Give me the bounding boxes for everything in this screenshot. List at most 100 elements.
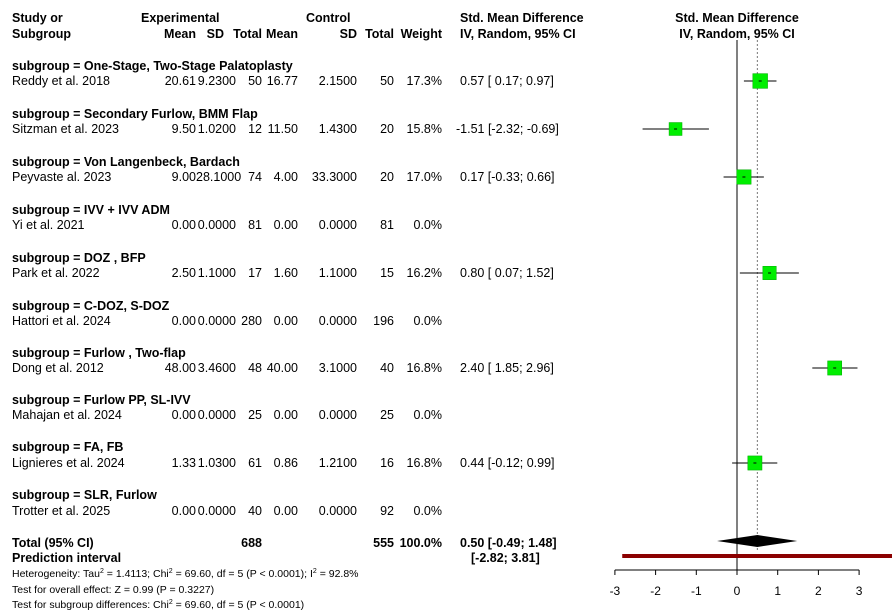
e-mean: 0.00 [171, 314, 196, 328]
header-study-line2: Subgroup [12, 27, 72, 41]
overall-effect-text: Test for overall effect: Z = 0.99 (P = 0… [12, 584, 215, 596]
weight: 17.3% [406, 74, 442, 88]
study-name: Dong et al. 2012 [12, 361, 104, 375]
subgroup-title: subgroup = DOZ , BFP [12, 251, 146, 265]
c-total: 92 [380, 504, 394, 518]
header-e-sd: SD [206, 27, 224, 41]
x-tick-label: 3 [856, 584, 863, 598]
subgroup-title: subgroup = SLR, Furlow [12, 488, 157, 502]
ci-text: 0.57 [ 0.17; 0.97] [460, 74, 554, 88]
weight: 16.8% [406, 361, 442, 375]
c-mean: 11.50 [267, 122, 298, 136]
header-e-mean: Mean [164, 27, 196, 41]
header-e-total: Total [233, 27, 262, 41]
e-sd: 9.2300 [197, 74, 236, 88]
e-total: 81 [248, 218, 262, 232]
weight: 0.0% [413, 314, 443, 328]
e-sd: 3.4600 [197, 361, 236, 375]
header-plot-title: Std. Mean Difference [675, 11, 799, 25]
study-name: Hattori et al. 2024 [12, 314, 111, 328]
e-sd: 0.0000 [197, 314, 236, 328]
weight: 16.8% [406, 456, 442, 470]
header-weight: Weight [400, 27, 442, 41]
c-total: 50 [380, 74, 394, 88]
e-sd: 0.0000 [197, 408, 236, 422]
e-mean: 9.00 [171, 170, 196, 184]
header-experimental: Experimental [141, 11, 220, 25]
header-smd-sub: IV, Random, 95% CI [460, 27, 576, 41]
c-total: 25 [380, 408, 394, 422]
c-mean: 40.00 [266, 361, 298, 375]
weight: 0.0% [413, 408, 443, 422]
header-study-line1: Study or [12, 11, 63, 25]
c-sd: 1.1000 [318, 266, 357, 280]
c-sd: 3.1000 [318, 361, 357, 375]
e-mean: 48.00 [164, 361, 196, 375]
ci-text: 2.40 [ 1.85; 2.96] [460, 361, 554, 375]
subgroup-title: subgroup = Von Langenbeck, Bardach [12, 155, 240, 169]
c-total: 81 [380, 218, 394, 232]
subgroup-title: subgroup = Furlow PP, SL-IVV [12, 393, 191, 407]
subgroup-title: subgroup = Furlow , Two-flap [12, 346, 186, 360]
e-total: 12 [248, 122, 262, 136]
e-sd: 1.1000 [197, 266, 236, 280]
c-mean: 16.77 [266, 74, 298, 88]
header-c-mean: Mean [266, 27, 298, 41]
c-mean: 0.00 [273, 408, 298, 422]
c-total: 20 [380, 170, 394, 184]
c-total: 15 [380, 266, 394, 280]
e-sd: 28.1000 [196, 170, 242, 184]
total-label: Total (95% CI) [12, 536, 94, 550]
heterogeneity-text: Heterogeneity: Tau2 = 1.4113; Chi2 = 69.… [12, 568, 359, 580]
total-e-total: 688 [241, 536, 262, 550]
weight: 16.2% [406, 266, 442, 280]
study-name: Park et al. 2022 [12, 266, 100, 280]
x-tick-label: 0 [734, 584, 741, 598]
c-sd: 1.2100 [318, 456, 357, 470]
weight: 0.0% [413, 504, 443, 518]
ci-text: 0.17 [-0.33; 0.66] [460, 170, 555, 184]
study-name: Peyvaste al. 2023 [12, 170, 112, 184]
header-c-total: Total [365, 27, 394, 41]
study-name: Mahajan et al. 2024 [12, 408, 122, 422]
study-name: Lignieres et al. 2024 [12, 456, 125, 470]
study-name: Trotter et al. 2025 [12, 504, 111, 518]
e-sd: 1.0200 [197, 122, 236, 136]
header-plot-sub: IV, Random, 95% CI [679, 27, 795, 41]
e-total: 50 [248, 74, 262, 88]
c-mean: 0.86 [273, 456, 298, 470]
weight: 0.0% [413, 218, 443, 232]
e-total: 74 [248, 170, 262, 184]
c-mean: 1.60 [273, 266, 298, 280]
e-mean: 1.33 [171, 456, 196, 470]
weight: 15.8% [406, 122, 442, 136]
e-total: 48 [248, 361, 262, 375]
weight: 17.0% [406, 170, 442, 184]
subgroup-title: subgroup = FA, FB [12, 440, 124, 454]
subgroup-title: subgroup = Secondary Furlow, BMM Flap [12, 107, 258, 121]
ci-text: 0.80 [ 0.07; 1.52] [460, 266, 554, 280]
c-sd: 0.0000 [318, 218, 357, 232]
c-sd: 0.0000 [318, 408, 357, 422]
total-c-total: 555 [373, 536, 394, 550]
e-sd: 0.0000 [197, 504, 236, 518]
pooled-diamond [717, 535, 798, 547]
e-total: 25 [248, 408, 262, 422]
e-total: 40 [248, 504, 262, 518]
e-total: 61 [248, 456, 262, 470]
subgroup-title: subgroup = One-Stage, Two-Stage Palatopl… [12, 59, 293, 73]
c-sd: 0.0000 [318, 314, 357, 328]
study-name: Reddy et al. 2018 [12, 74, 110, 88]
subgroup-title: subgroup = C-DOZ, S-DOZ [12, 299, 170, 313]
e-mean: 0.00 [171, 218, 196, 232]
subgroup-title: subgroup = IVV + IVV ADM [12, 203, 170, 217]
e-mean: 9.50 [171, 122, 196, 136]
e-mean: 20.61 [164, 74, 196, 88]
total-weight: 100.0% [399, 536, 442, 550]
prediction-interval-bar [622, 554, 892, 558]
e-total: 17 [248, 266, 262, 280]
c-mean: 0.00 [273, 504, 298, 518]
prediction-interval-label: Prediction interval [12, 551, 122, 565]
study-name: Sitzman et al. 2023 [12, 122, 120, 136]
